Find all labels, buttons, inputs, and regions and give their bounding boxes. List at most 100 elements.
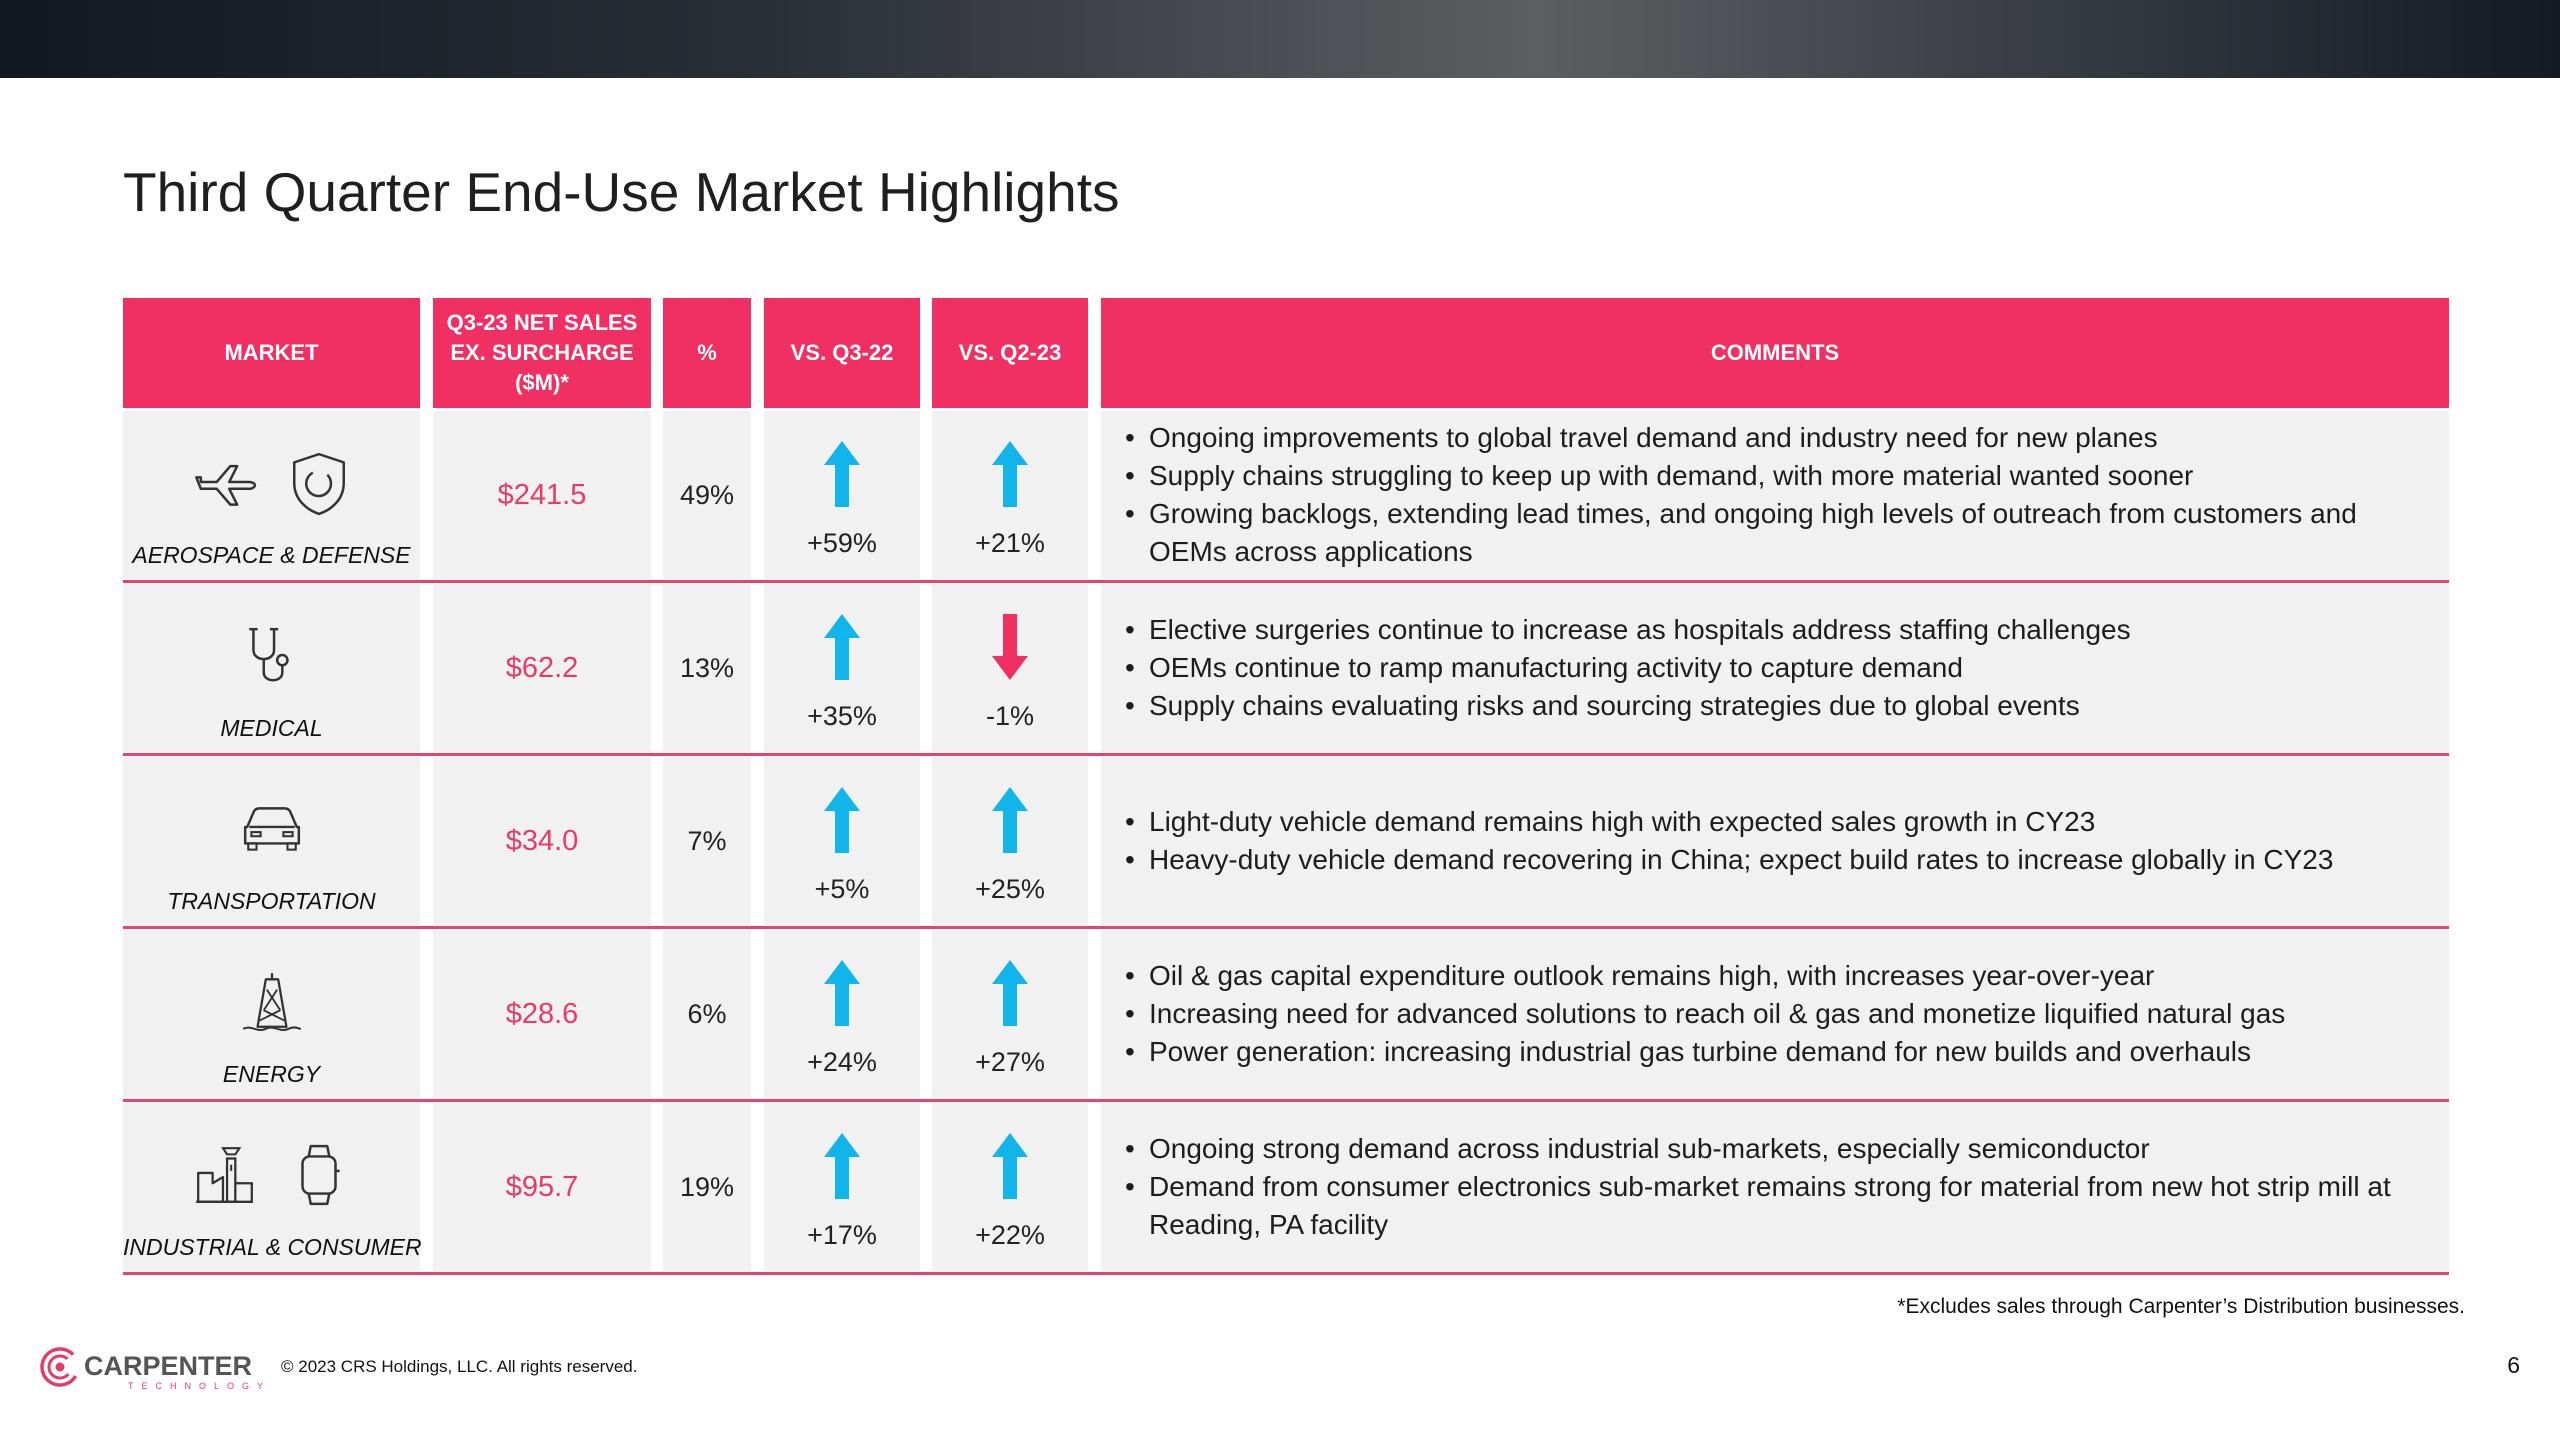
percent-value: 6%: [687, 998, 727, 1029]
comments-list: Elective surgeries continue to increase …: [1101, 611, 2449, 725]
vs-q3-22-cell: +17%: [764, 1103, 920, 1271]
vs-q2-23-cell: +21%: [932, 411, 1088, 579]
comments-cell: Ongoing strong demand across industrial …: [1101, 1103, 2449, 1271]
net-sales-cell: $241.5: [433, 411, 651, 579]
comments-cell: Elective surgeries continue to increase …: [1101, 584, 2449, 752]
up-arrow-icon: [824, 787, 860, 853]
comments-list: Ongoing strong demand across industrial …: [1101, 1130, 2449, 1244]
stethoscope-icon: [248, 627, 289, 682]
vs-q3-22-value: +59%: [807, 528, 877, 558]
row-divider: [123, 580, 2449, 583]
arrow-wrap: [764, 612, 920, 682]
comment-bullet: Supply chains struggling to keep up with…: [1125, 457, 2419, 495]
net-sales-value: $241.5: [497, 478, 587, 511]
arrow-wrap: [932, 439, 1088, 509]
market-cell: TRANSPORTATION: [123, 757, 420, 925]
footnote: *Excludes sales through Carpenter’s Dist…: [1897, 1295, 2465, 1318]
percent-value: 49%: [679, 479, 735, 510]
vs-q3-22-cell: +35%: [764, 584, 920, 752]
comment-bullet: Ongoing strong demand across industrial …: [1125, 1130, 2419, 1168]
up-arrow-icon: [824, 1133, 860, 1199]
market-icons: [123, 443, 420, 523]
net-sales-cell: $95.7: [433, 1103, 651, 1271]
table-row: MEDICAL $62.2 13% +35% -1% Elective surgeries…: [0, 584, 2560, 756]
row-divider: [123, 753, 2449, 756]
table-row: INDUSTRIAL & CONSUMER $95.7 19% +17% +22% Ong…: [0, 1103, 2560, 1275]
copyright-notice: © 2023 CRS Holdings, LLC. All rights res…: [281, 1357, 638, 1376]
vs-q2-23-value: -1%: [985, 701, 1034, 731]
airplane-icon: [194, 464, 256, 506]
net-sales-value: $62.2: [505, 651, 579, 684]
table-row: TRANSPORTATION $34.0 7% +5% +25% Light-duty v…: [0, 757, 2560, 929]
header-percent: %: [663, 298, 751, 408]
market-icons: [123, 616, 420, 696]
net-sales-value: $34.0: [505, 824, 579, 857]
logo-subtitle: TECHNOLOGY: [128, 1381, 272, 1391]
comment-bullet: Power generation: increasing industrial …: [1125, 1033, 2419, 1071]
market-name: AEROSPACE & DEFENSE: [132, 542, 411, 568]
comments-cell: Light-duty vehicle demand remains high w…: [1101, 757, 2449, 925]
comment-bullet: Heavy-duty vehicle demand recovering in …: [1125, 841, 2419, 879]
shield-icon: [292, 452, 345, 516]
percent-cell: 49%: [663, 411, 751, 579]
arrow-wrap: [764, 785, 920, 855]
vs-q2-23-value: +21%: [975, 528, 1045, 558]
market-name: ENERGY: [222, 1061, 321, 1087]
market-name: MEDICAL: [220, 715, 323, 741]
header-market: MARKET: [123, 298, 420, 408]
vs-q2-23-cell: +25%: [932, 757, 1088, 925]
net-sales-cell: $28.6: [433, 930, 651, 1098]
oil-rig-icon: [242, 973, 301, 1032]
vs-q2-23-cell: +22%: [932, 1103, 1088, 1271]
arrow-wrap: [932, 612, 1088, 682]
market-icons: [123, 789, 420, 869]
up-arrow-icon: [824, 441, 860, 507]
comments-list: Ongoing improvements to global travel de…: [1101, 419, 2449, 571]
percent-value: 7%: [687, 825, 727, 856]
percent-value: 13%: [679, 652, 735, 683]
market-name: TRANSPORTATION: [167, 888, 376, 914]
net-sales-value: $95.7: [505, 1170, 579, 1203]
net-sales-cell: $34.0: [433, 757, 651, 925]
percent-cell: 19%: [663, 1103, 751, 1271]
up-arrow-icon: [824, 960, 860, 1026]
comments-list: Oil & gas capital expenditure outlook re…: [1101, 957, 2449, 1071]
up-arrow-icon: [992, 787, 1028, 853]
vs-q2-23-cell: -1%: [932, 584, 1088, 752]
up-arrow-icon: [992, 441, 1028, 507]
comment-bullet: Elective surgeries continue to increase …: [1125, 611, 2419, 649]
arrow-wrap: [932, 958, 1088, 1028]
vs-q3-22-cell: +59%: [764, 411, 920, 579]
arrow-wrap: [932, 785, 1088, 855]
vs-q3-22-cell: +24%: [764, 930, 920, 1098]
comment-bullet: Oil & gas capital expenditure outlook re…: [1125, 957, 2419, 995]
header-vs-q2-23: VS. Q2-23: [932, 298, 1088, 408]
carpenter-logo-icon: [40, 1347, 80, 1387]
comment-bullet: Increasing need for advanced solutions t…: [1125, 995, 2419, 1033]
vs-q2-23-value: +27%: [975, 1047, 1045, 1077]
market-cell: AEROSPACE & DEFENSE: [123, 411, 420, 579]
row-divider: [123, 926, 2449, 929]
market-icons: [123, 1135, 420, 1215]
arrow-wrap: [764, 439, 920, 509]
comment-bullet: Demand from consumer electronics sub-mar…: [1125, 1168, 2419, 1244]
market-cell: INDUSTRIAL & CONSUMER: [123, 1103, 422, 1271]
comments-cell: Ongoing improvements to global travel de…: [1101, 411, 2449, 579]
header-comments: COMMENTS: [1101, 298, 2449, 408]
table-row: AEROSPACE & DEFENSE $241.5 49% +59% +21% Ongo…: [0, 411, 2560, 583]
factory-icon: [195, 1147, 253, 1203]
company-logo: CARPENTER TECHNOLOGY: [38, 1345, 278, 1395]
market-name: INDUSTRIAL & CONSUMER: [123, 1234, 422, 1260]
net-sales-value: $28.6: [505, 997, 579, 1030]
table-row: ENERGY $28.6 6% +24% +27% Oil & gas capital e…: [0, 930, 2560, 1102]
vs-q3-22-value: +17%: [807, 1220, 877, 1250]
arrow-wrap: [932, 1131, 1088, 1201]
vs-q3-22-cell: +5%: [764, 757, 920, 925]
arrow-wrap: [764, 958, 920, 1028]
vs-q2-23-value: +22%: [975, 1220, 1045, 1250]
comment-bullet: Light-duty vehicle demand remains high w…: [1125, 803, 2419, 841]
smartwatch-icon: [300, 1144, 340, 1206]
comment-bullet: Growing backlogs, extending lead times, …: [1125, 495, 2419, 571]
row-divider: [123, 1272, 2449, 1275]
comment-bullet: Supply chains evaluating risks and sourc…: [1125, 687, 2419, 725]
